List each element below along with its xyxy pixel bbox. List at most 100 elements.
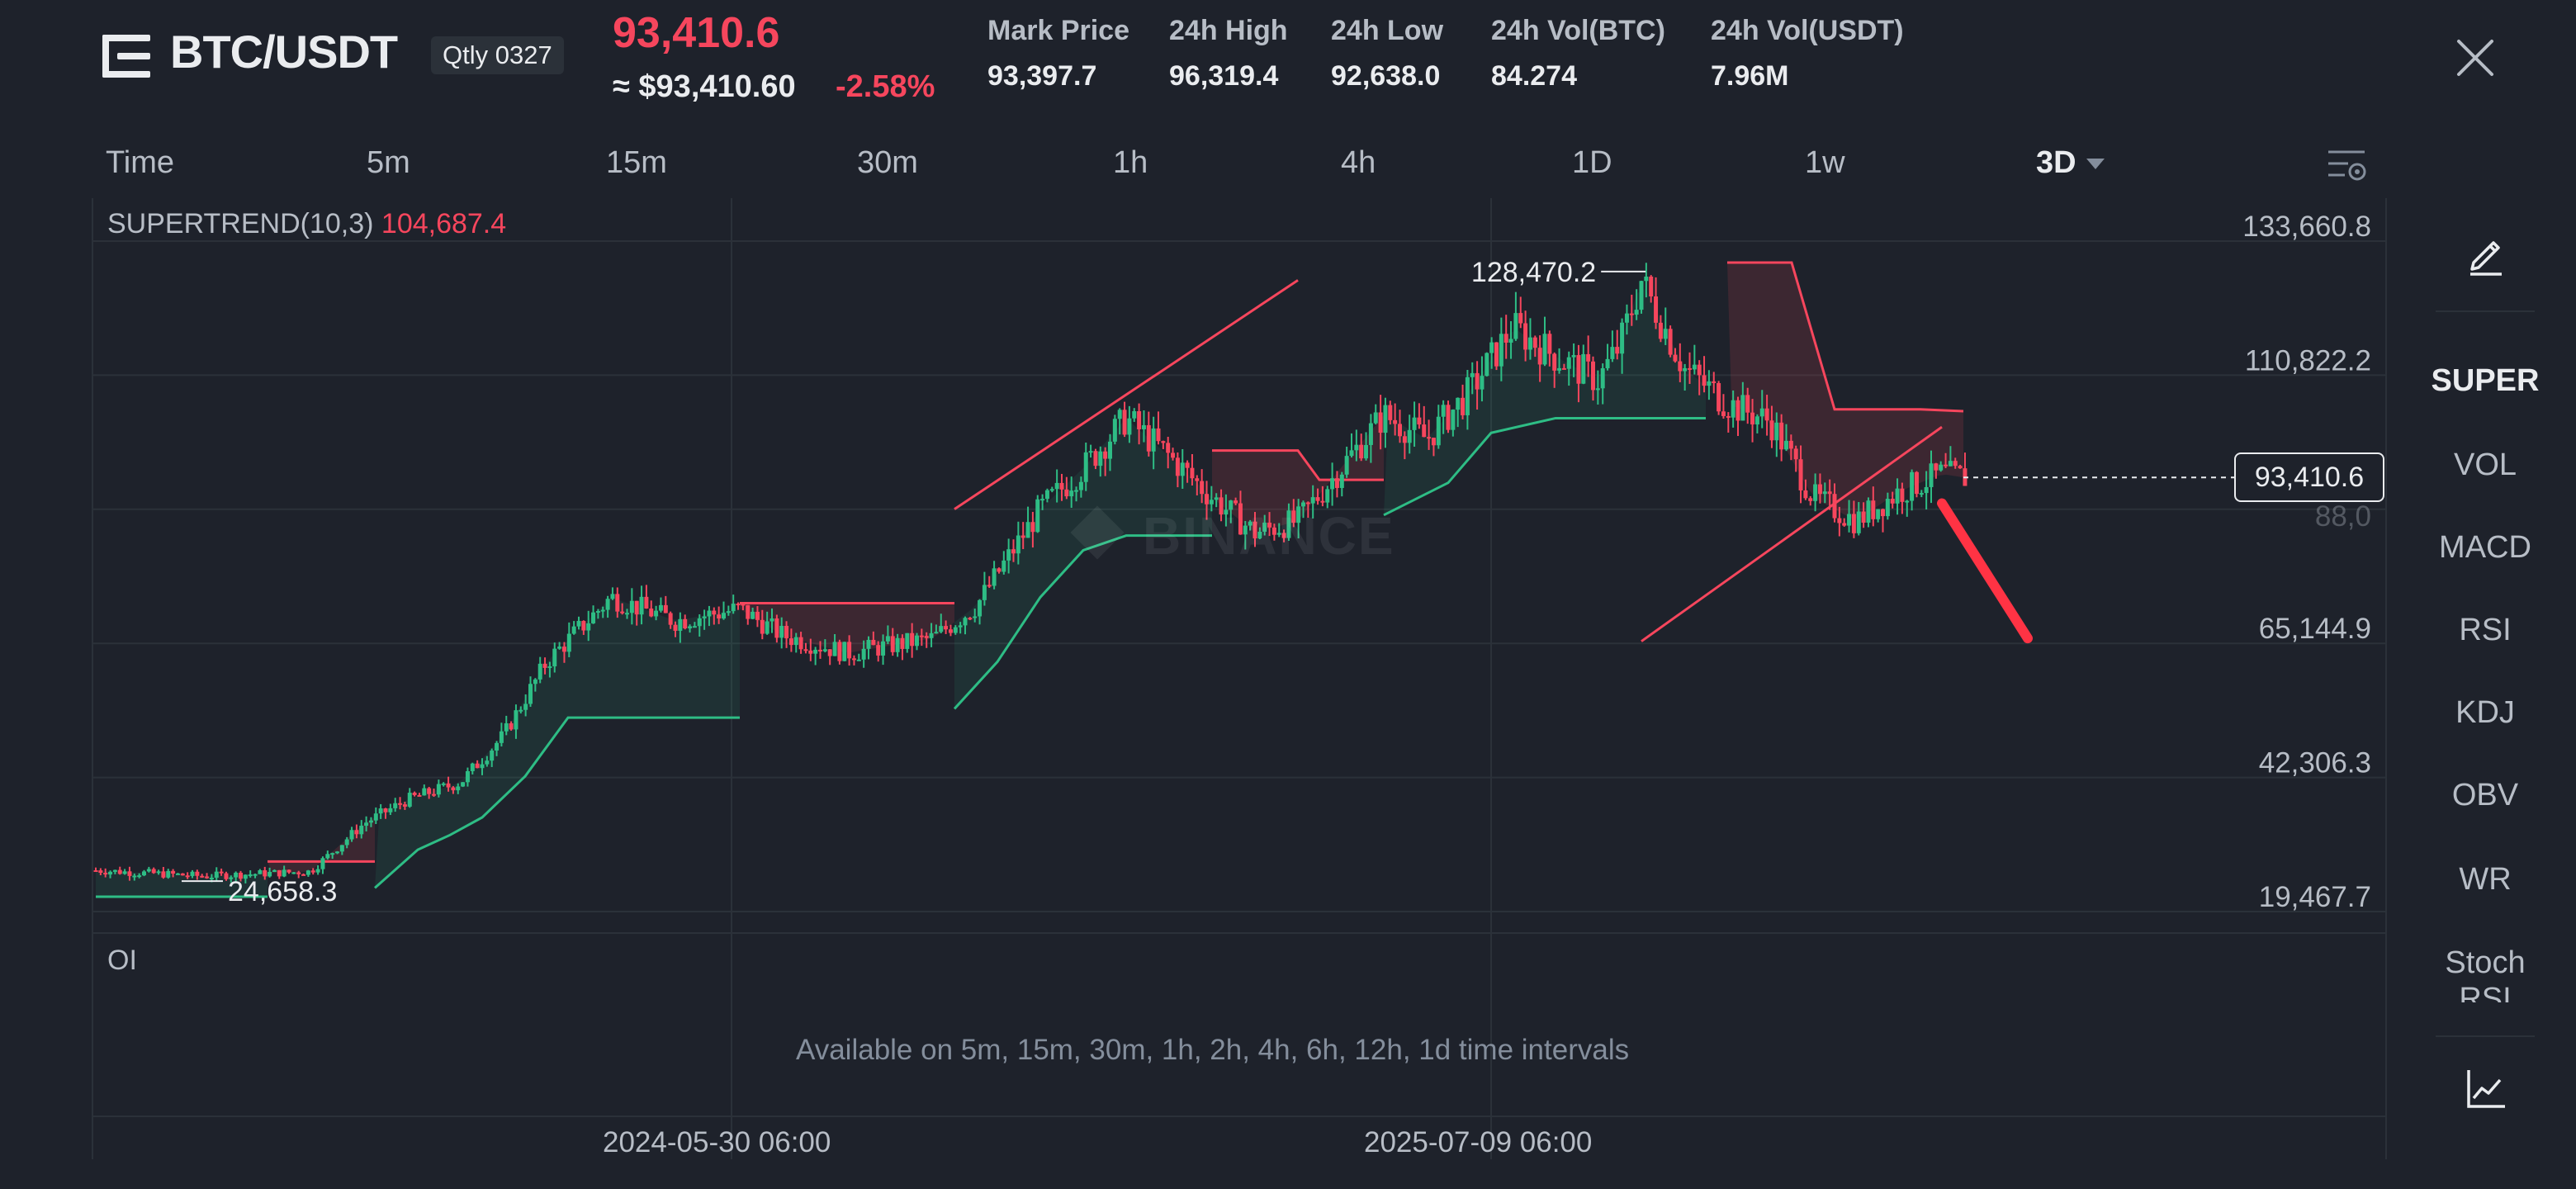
interval-4h[interactable]: 4h [1341,145,1376,180]
candle-body [1784,440,1788,450]
indicator-stoch-rsi[interactable]: Stoch RSI [2445,945,2526,1002]
candle-body [185,875,190,878]
candle-body [1441,405,1446,417]
candle-body [717,614,722,619]
indicator-wr[interactable]: WR [2459,862,2512,897]
stat-24h-low: 24h Low 92,638.0 [1331,15,1443,92]
candle-body [1407,429,1412,443]
candle-body [1035,499,1040,533]
candle-body [542,663,547,668]
candle-body [968,618,973,620]
supertrend-line [1383,416,1706,517]
pair-title[interactable]: BTC/USDT [170,26,398,78]
candle-body [924,636,929,638]
candle-body [234,872,239,878]
indicator-vol[interactable]: VOL [2453,448,2517,482]
indicator-kdj[interactable]: KDJ [2455,695,2515,730]
candle-body [1339,474,1344,488]
candle-body [876,645,881,656]
menu-icon[interactable] [102,35,150,78]
header-bar: BTC/USDT Qtly 0327 93,410.6 ≈ $93,410.60… [0,0,2576,132]
candle-body [1735,400,1740,421]
candle-body [1620,322,1625,354]
candle-body [1678,361,1683,372]
candle-body [1561,367,1566,370]
interval-1h[interactable]: 1h [1113,145,1148,180]
candle-body [533,679,537,685]
candle-body [1547,334,1552,354]
candle-body [470,763,475,771]
candle-body [1195,478,1200,481]
price-axis-label: 65,144.9 [2259,613,2371,645]
interval-30m[interactable]: 30m [857,145,918,180]
candle-body [1098,451,1103,467]
candle-body [1446,405,1451,430]
candle-body [504,722,509,732]
candle-body [1764,408,1769,421]
candle-body [779,625,784,638]
binance-watermark: BINANCE [1143,506,1395,566]
interval-time[interactable]: Time [106,145,175,180]
candle-body [1267,522,1272,528]
candle-body [629,600,634,613]
draw-pencil-icon[interactable] [2464,231,2508,276]
candle-body [784,625,789,639]
candle-body [277,869,282,877]
candle-body [1040,499,1045,501]
candle-body [1388,405,1393,420]
candle-body [1808,498,1813,501]
candle-body [1427,437,1432,439]
candle-body [1866,500,1871,523]
candle-body [731,604,736,612]
candle-body [881,641,886,656]
stat-value: 84.274 [1491,60,1577,92]
candle-body [615,594,620,612]
candle-body [146,869,151,872]
candle-body [1078,481,1083,490]
interval-3d-dropdown[interactable]: 3D [2036,145,2105,181]
interval-1d[interactable]: 1D [1572,145,1612,180]
price-axis-label: 88,0 [2315,500,2371,533]
candle-body [610,594,615,599]
indicator-label[interactable]: SUPERTREND(10,3) 104,687.4 [107,208,506,240]
candle-body [1605,358,1610,368]
candle-body [1456,397,1461,410]
oi-availability-note: Available on 5m, 15m, 30m, 1h, 2h, 4h, 6… [796,1034,1630,1066]
candle-body [1847,514,1852,526]
candle-body [514,710,519,730]
interval-1w[interactable]: 1w [1805,145,1845,180]
indicator-obv[interactable]: OBV [2451,778,2519,812]
price-axis-label: 133,660.8 [2242,211,2371,243]
candle-body [122,871,127,874]
indicator-macd[interactable]: MACD [2439,530,2531,565]
candle-body [1480,376,1485,390]
candle-body [1093,451,1098,467]
stat-label: 24h Low [1331,15,1444,46]
close-icon[interactable] [2452,35,2498,81]
candle-body [142,871,146,876]
interval-5m[interactable]: 5m [367,145,410,180]
candle-body [1205,494,1209,504]
candle-body [1171,452,1176,458]
candle-body [229,877,234,879]
candle-body [441,783,446,785]
candle-body [769,618,774,622]
interval-15m[interactable]: 15m [606,145,667,180]
candle-body [1697,364,1702,376]
indicator-panel: SUPER VOL MACD RSI KDJ OBV WR Stoch RSI [2427,198,2543,1139]
candle-body [171,870,176,874]
candle-body [402,804,407,807]
chart-type-icon[interactable] [2464,1067,2508,1111]
candle-body [1383,405,1388,433]
indicator-rsi[interactable]: RSI [2459,613,2512,647]
candle-body [1508,339,1513,343]
candle-body [219,871,224,874]
chart-settings-icon[interactable] [2325,144,2368,187]
indicator-super[interactable]: SUPER [2431,363,2540,398]
candle-body [654,610,659,617]
candle-body [822,649,827,651]
candle-body [330,853,335,855]
candle-body [1817,484,1822,495]
candle-body [1624,313,1629,323]
